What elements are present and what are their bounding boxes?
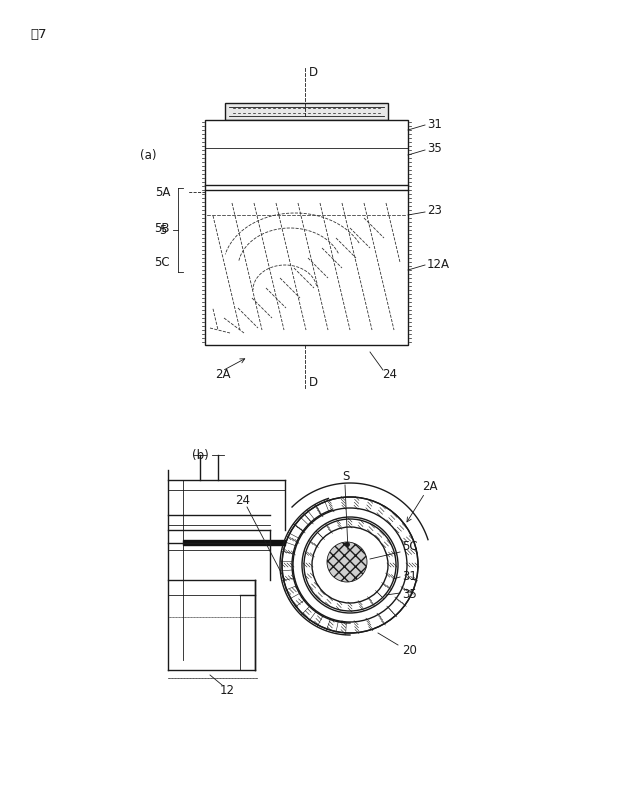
Text: 5: 5	[159, 224, 167, 237]
Text: 5C: 5C	[402, 540, 417, 553]
Text: 5C: 5C	[154, 255, 170, 268]
Text: D: D	[309, 66, 318, 79]
Text: D: D	[309, 375, 318, 388]
Text: 図7: 図7	[30, 28, 47, 41]
Text: 35: 35	[427, 143, 442, 156]
Text: S: S	[342, 470, 350, 483]
Text: 23: 23	[427, 204, 442, 217]
Bar	[183, 540, 285, 545]
Text: 31: 31	[427, 118, 442, 131]
Text: (b): (b)	[192, 448, 209, 461]
Text: 20: 20	[402, 643, 417, 656]
Bar	[205, 120, 408, 345]
Circle shape	[327, 542, 367, 582]
Circle shape	[293, 508, 407, 622]
Text: 5A: 5A	[155, 186, 170, 199]
Circle shape	[282, 497, 418, 633]
Text: 31: 31	[402, 570, 417, 583]
Text: 12: 12	[220, 684, 235, 697]
Text: 35: 35	[402, 589, 417, 602]
Text: 24: 24	[382, 368, 397, 381]
Text: 2A: 2A	[215, 368, 231, 381]
Bar	[225, 103, 388, 120]
Text: 12A: 12A	[427, 258, 450, 271]
Text: 5B: 5B	[154, 221, 170, 234]
Circle shape	[312, 527, 388, 603]
Text: (a): (a)	[140, 148, 157, 161]
Text: 24: 24	[235, 494, 250, 507]
Text: 2A: 2A	[422, 480, 437, 494]
